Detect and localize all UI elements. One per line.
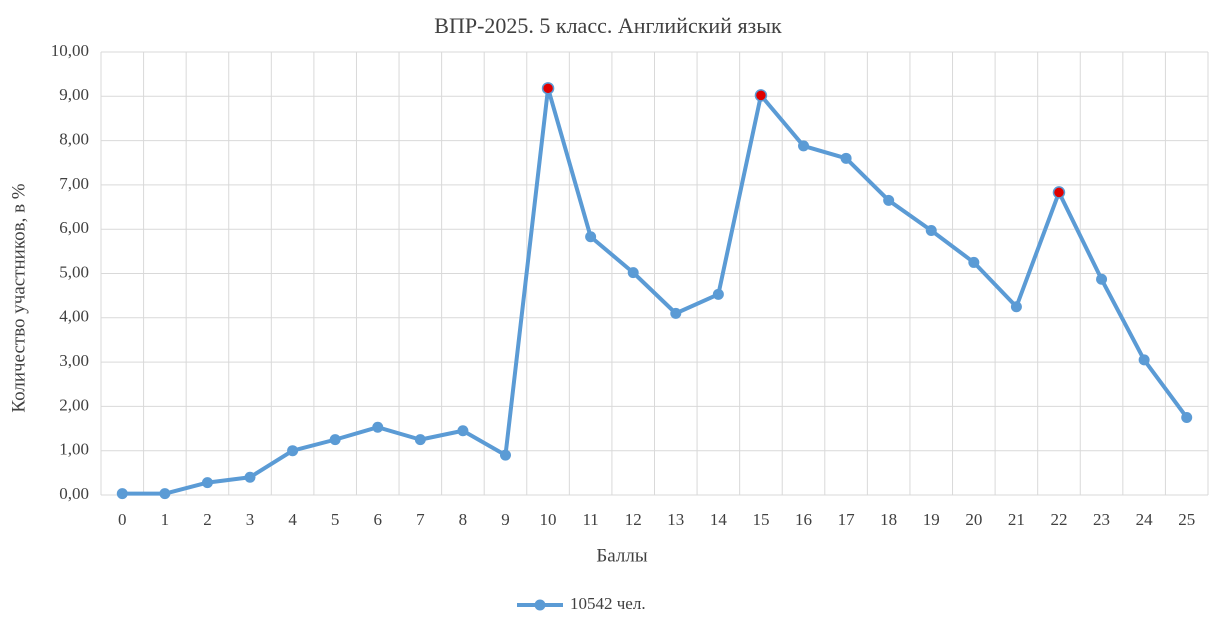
y-tick-label: 4,00 — [59, 307, 89, 326]
data-point — [287, 445, 299, 457]
data-point — [457, 425, 469, 437]
data-point — [329, 434, 341, 446]
x-tick-label: 3 — [246, 510, 255, 529]
x-tick-label: 12 — [625, 510, 642, 529]
data-point — [798, 140, 810, 152]
series-line — [122, 86, 1189, 496]
x-tick-label: 5 — [331, 510, 340, 529]
data-point — [1181, 411, 1193, 423]
y-tick-label: 5,00 — [59, 262, 89, 281]
data-point — [925, 225, 937, 237]
x-tick-label: 10 — [540, 510, 557, 529]
data-point — [968, 256, 980, 268]
x-tick-label: 11 — [582, 510, 598, 529]
x-tick-label: 6 — [374, 510, 383, 529]
data-point — [670, 307, 682, 319]
y-tick-label: 8,00 — [59, 130, 89, 149]
legend-label: 10542 чел. — [570, 594, 646, 613]
y-tick-label: 6,00 — [59, 218, 89, 237]
y-tick-label: 3,00 — [59, 351, 89, 370]
data-point — [1010, 301, 1022, 313]
x-tick-label: 23 — [1093, 510, 1110, 529]
data-point — [754, 89, 768, 102]
y-tick-label: 9,00 — [59, 85, 89, 104]
x-tick-label: 13 — [667, 510, 684, 529]
x-tick-label: 8 — [459, 510, 468, 529]
data-point — [159, 488, 171, 500]
x-tick-label: 15 — [752, 510, 769, 529]
data-point — [244, 471, 256, 483]
x-tick-label: 24 — [1136, 510, 1154, 529]
data-point — [840, 152, 852, 164]
x-tick-label: 2 — [203, 510, 212, 529]
legend-marker — [534, 599, 546, 611]
x-tick-label: 17 — [838, 510, 856, 529]
x-tick-label: 4 — [288, 510, 297, 529]
y-tick-label: 2,00 — [59, 395, 89, 414]
y-axis-label: Количество участников, в % — [8, 183, 29, 412]
y-tick-label: 7,00 — [59, 174, 89, 193]
data-point — [414, 434, 426, 446]
x-tick-label: 1 — [161, 510, 170, 529]
y-tick-label: 0,00 — [59, 484, 89, 503]
y-tick-label: 1,00 — [59, 440, 89, 459]
x-tick-label: 20 — [965, 510, 982, 529]
x-tick-label: 9 — [501, 510, 510, 529]
x-tick-label: 25 — [1178, 510, 1195, 529]
chart-title: ВПР-2025. 5 класс. Английский язык — [434, 13, 782, 38]
x-tick-label: 21 — [1008, 510, 1025, 529]
x-tick-label: 16 — [795, 510, 812, 529]
y-tick-label: 10,00 — [51, 41, 89, 60]
x-tick-label: 14 — [710, 510, 728, 529]
data-point — [1096, 273, 1108, 285]
data-point — [116, 488, 128, 500]
x-tick-label: 19 — [923, 510, 940, 529]
data-point — [201, 477, 213, 489]
data-point — [712, 288, 724, 300]
data-point — [627, 267, 639, 279]
data-point — [372, 421, 384, 433]
data-point — [499, 449, 511, 461]
x-tick-label: 22 — [1050, 510, 1067, 529]
x-tick-label: 18 — [880, 510, 897, 529]
data-point — [541, 82, 555, 95]
data-point — [883, 194, 895, 206]
x-tick-label: 0 — [118, 510, 127, 529]
data-point — [1052, 186, 1066, 199]
x-tick-label: 7 — [416, 510, 425, 529]
x-axis-label: Баллы — [596, 545, 647, 566]
data-point — [585, 231, 597, 243]
data-point — [1138, 354, 1150, 366]
